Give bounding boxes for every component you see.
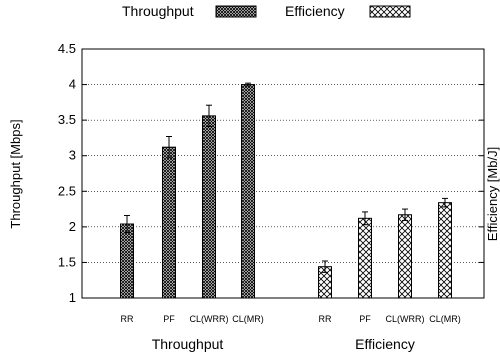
group-label: Throughput [152,336,224,352]
group-label: Efficiency [355,336,415,352]
bar [241,84,255,299]
category-label: PF [359,314,371,324]
category-label: CL(MR) [232,314,264,324]
category-label: CL(MR) [429,314,461,324]
category-labels: RR PF CL(WRR) CL(MR) RR PF CL(WRR) CL(MR) [121,314,461,324]
bar [358,217,372,299]
bar [438,202,452,299]
group-labels: Throughput Efficiency [152,336,415,352]
legend: Throughput Efficiency [122,3,411,19]
plot-frame [81,48,485,299]
y-tick-label: 4 [69,77,76,92]
category-label: PF [163,314,175,324]
legend-label-throughput: Throughput [122,3,194,19]
category-label: RR [319,314,332,324]
y-axis-title-right: Efficiency [Mb/J] [485,147,500,241]
y-tick-label: 2.5 [58,183,76,198]
bar [202,115,216,299]
gridlines [82,84,484,263]
bar [398,214,412,299]
legend-swatch-throughput [215,5,257,18]
y-tick-label: 3.5 [58,112,76,127]
y-tick-label: 1.5 [58,254,76,269]
legend-label-efficiency: Efficiency [285,3,345,19]
y-tick-label: 1 [69,290,76,305]
category-label: CL(WRR) [190,314,229,324]
y-tick-label: 4.5 [58,41,76,56]
bar [120,223,134,299]
y-tick-label: 2 [69,219,76,234]
category-label: RR [121,314,134,324]
y-axis-title: Throughput [Mbps] [8,119,23,228]
y-axis-ticks: 1 1.5 2 2.5 3 3.5 4 4.5 [58,41,484,305]
y-tick-label: 3 [69,148,76,163]
legend-swatch-efficiency [369,5,411,18]
category-label: CL(WRR) [386,314,425,324]
bar [162,146,176,299]
bars [120,82,452,299]
